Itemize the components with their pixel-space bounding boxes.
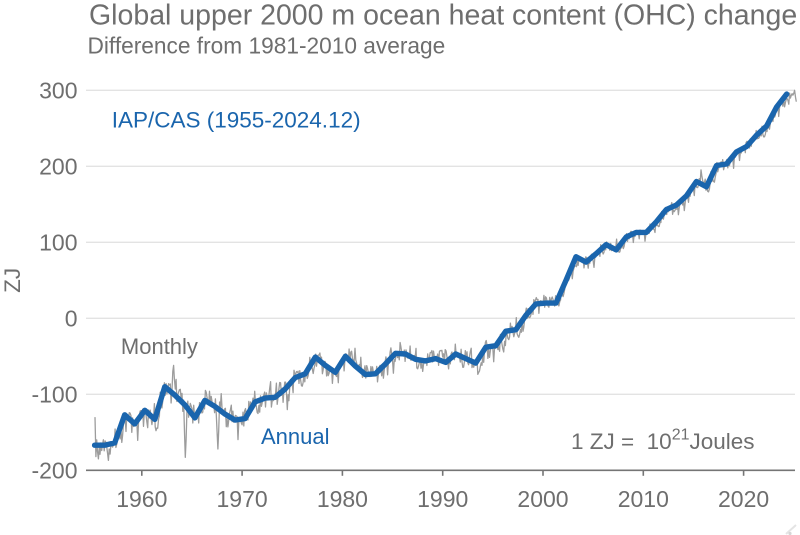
svg-text:300: 300 <box>39 78 77 104</box>
svg-text:Global upper 2000 m ocean heat: Global upper 2000 m ocean heat content (… <box>89 0 797 31</box>
svg-text:ZJ: ZJ <box>0 268 25 293</box>
svg-text:-100: -100 <box>31 382 77 408</box>
svg-text:0: 0 <box>65 306 78 332</box>
svg-text:Difference from 1981-2010 aver: Difference from 1981-2010 average <box>88 33 446 59</box>
svg-text:-200: -200 <box>31 458 77 484</box>
svg-text:1 ZJ = 1021Joules: 1 ZJ = 1021Joules <box>571 427 755 455</box>
svg-text:Annual: Annual <box>261 424 330 449</box>
svg-text:2020: 2020 <box>718 486 769 512</box>
svg-text:Monthly: Monthly <box>121 334 198 359</box>
svg-text:100: 100 <box>39 230 77 256</box>
svg-text:2000: 2000 <box>517 486 568 512</box>
svg-text:1970: 1970 <box>217 486 268 512</box>
svg-text:200: 200 <box>39 154 77 180</box>
svg-text:1990: 1990 <box>417 486 468 512</box>
svg-text:2010: 2010 <box>618 486 669 512</box>
svg-text:1960: 1960 <box>116 486 167 512</box>
svg-text:1980: 1980 <box>317 486 368 512</box>
svg-text:IAP/CAS (1955-2024.12): IAP/CAS (1955-2024.12) <box>112 107 361 132</box>
